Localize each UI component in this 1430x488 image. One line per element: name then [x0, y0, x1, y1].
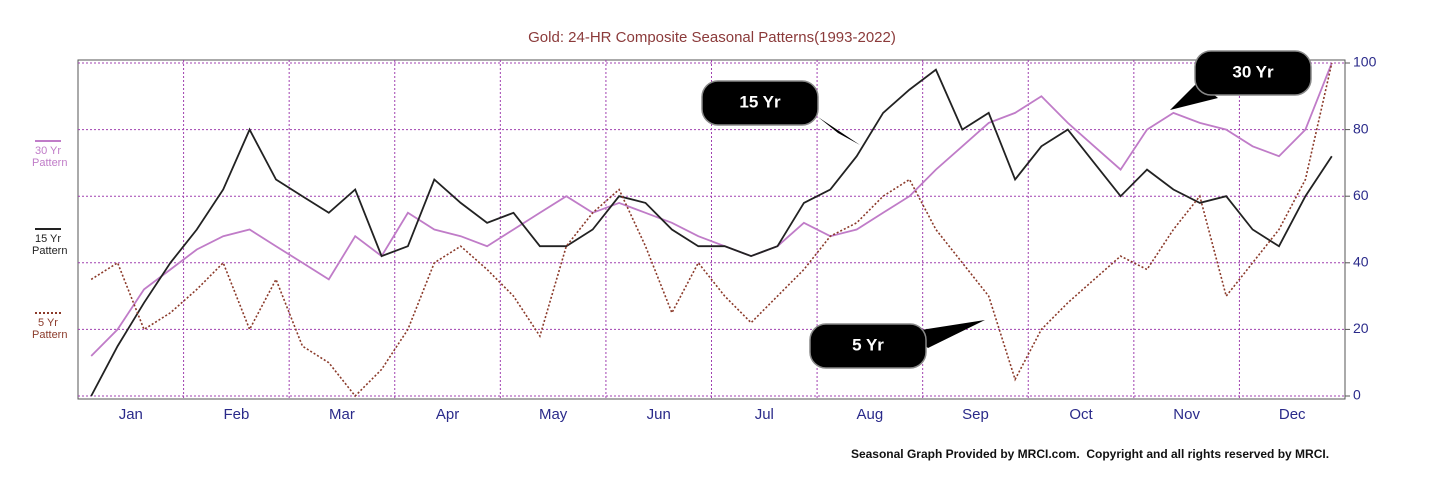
legend-entry: 5 Yr Pattern: [18, 312, 78, 341]
x-tick-label: Jul: [755, 406, 774, 423]
callout-label: 30 Yr: [1232, 62, 1274, 81]
callout-pointer: [818, 117, 860, 145]
callout-pointer: [908, 320, 985, 348]
legend-entry: 30 Yr Pattern: [18, 140, 78, 169]
x-tick-label: May: [539, 406, 568, 423]
x-tick-label: Oct: [1069, 406, 1093, 423]
y-tick-label: 60: [1353, 187, 1369, 203]
legend-label: 5 Yr Pattern: [32, 317, 68, 341]
legend-entry: 15 Yr Pattern: [18, 228, 78, 257]
callout: 30 Yr: [1170, 50, 1312, 110]
x-tick-label: Feb: [223, 406, 249, 423]
y-tick-label: 100: [1353, 54, 1377, 70]
x-tick-label: Jun: [647, 406, 671, 423]
callout-box: [809, 323, 927, 369]
y-tick-label: 40: [1353, 254, 1369, 270]
x-tick-label: Apr: [436, 406, 459, 423]
legend-swatch: [35, 312, 61, 314]
legend-label: 15 Yr Pattern: [32, 233, 68, 257]
callout-label: 5 Yr: [852, 335, 884, 354]
chart-title: Gold: 24-HR Composite Seasonal Patterns(…: [528, 29, 896, 46]
series-line: [90, 62, 1333, 398]
callout-box: [701, 80, 819, 126]
x-tick-label: Nov: [1173, 406, 1200, 423]
callout: 15 Yr: [701, 80, 860, 145]
legend-swatch: [35, 140, 61, 142]
legend-swatch: [35, 228, 61, 230]
x-tick-label: Aug: [857, 406, 884, 423]
legend-label: 30 Yr Pattern: [32, 145, 68, 169]
series-line: [90, 62, 1333, 357]
x-tick-label: Sep: [962, 406, 989, 423]
x-tick-label: Jan: [119, 406, 143, 423]
y-tick-label: 20: [1353, 320, 1369, 336]
y-tick-label: 0: [1353, 387, 1361, 403]
x-tick-label: Dec: [1279, 406, 1306, 423]
y-tick-label: 80: [1353, 120, 1369, 136]
callout-label: 15 Yr: [739, 92, 781, 111]
callout: 5 Yr: [809, 320, 985, 369]
series-line: [90, 68, 1333, 397]
callout-box: [1194, 50, 1312, 96]
footer: Seasonal Graph Provided by MRCI.com. Cop…: [851, 447, 1329, 461]
x-tick-label: Mar: [329, 406, 355, 423]
